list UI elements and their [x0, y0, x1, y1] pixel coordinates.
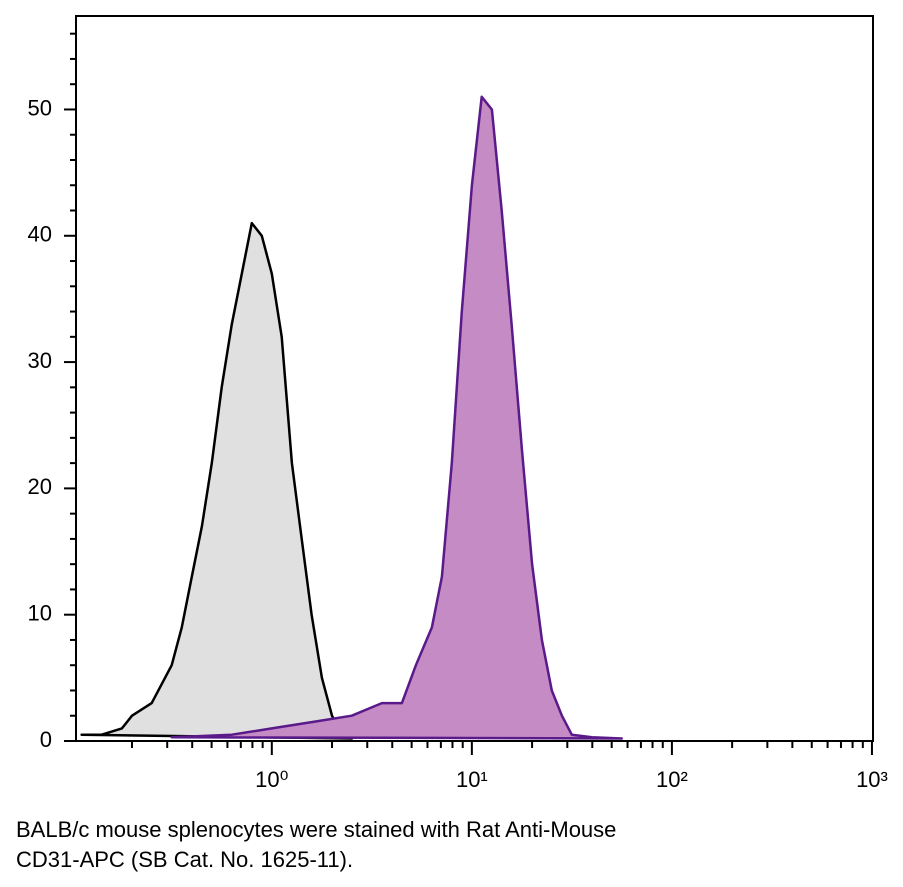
y-tick-label: 20 [28, 474, 52, 499]
caption-line: BALB/c mouse splenocytes were stained wi… [16, 817, 616, 842]
y-tick-label: 30 [28, 348, 52, 373]
y-tick-label: 10 [28, 601, 52, 626]
caption-line: CD31-APC (SB Cat. No. 1625-11). [16, 847, 353, 872]
histogram-area [80, 221, 354, 740]
x-tick-label: 10¹ [456, 767, 488, 792]
y-tick-label: 40 [28, 222, 52, 247]
y-tick-label: 0 [40, 727, 52, 752]
histogram-area [170, 95, 624, 740]
x-tick-label: 10⁰ [255, 767, 288, 792]
x-tick-label: 10² [656, 767, 688, 792]
x-tick-label: 10³ [856, 767, 888, 792]
plot-frame [75, 15, 874, 742]
y-tick-label: 50 [28, 95, 52, 120]
